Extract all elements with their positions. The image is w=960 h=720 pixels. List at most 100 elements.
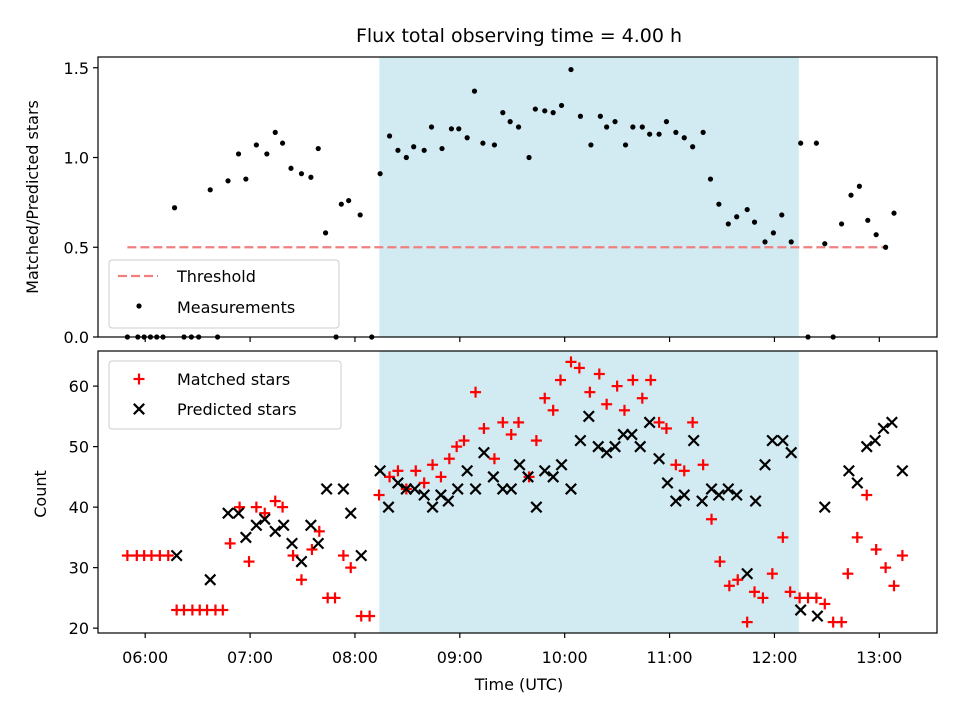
matched-star-point xyxy=(861,489,873,501)
predicted-star-point-b xyxy=(600,446,613,459)
measurement-point xyxy=(681,135,687,141)
bottom-y-ticks: 20 30 40 50 60 xyxy=(69,377,98,638)
matched-star-point xyxy=(678,465,690,477)
measurement-points xyxy=(124,66,897,340)
measurement-point xyxy=(848,192,854,198)
top-y-tick-label: 1.0 xyxy=(64,149,89,168)
predicted-star-point-b xyxy=(469,482,482,495)
predicted-star-point-b xyxy=(643,416,656,429)
predicted-star-point xyxy=(712,489,725,502)
predicted-star-point-b xyxy=(204,573,217,586)
measurement-point xyxy=(588,142,594,148)
matched-star-point xyxy=(584,386,596,398)
predicted-star-point xyxy=(204,573,217,586)
matched-star-point xyxy=(373,489,385,501)
measurement-point xyxy=(690,144,696,150)
predicted-star-point xyxy=(239,531,252,544)
predicted-star-point xyxy=(451,482,464,495)
x-tick-label: 07:00 xyxy=(227,648,273,667)
matched-star-point xyxy=(660,422,672,434)
measurement-point xyxy=(377,171,383,177)
measurement-point xyxy=(744,206,750,213)
matched-star-point xyxy=(723,580,735,592)
top-y-tick-label: 0.5 xyxy=(64,238,89,257)
predicted-star-point-b xyxy=(408,482,421,495)
x-tick-label: 12:00 xyxy=(751,648,797,667)
predicted-star-point xyxy=(461,464,474,477)
predicted-star-point xyxy=(232,507,245,520)
predicted-star-point-b xyxy=(391,476,404,489)
matched-star-point xyxy=(810,592,822,604)
predicted-star-point-b xyxy=(730,489,743,502)
measurement-point xyxy=(838,221,845,227)
predicted-star-point-b xyxy=(312,537,325,550)
predicted-star-point-b xyxy=(811,610,824,623)
bottom-legend-box xyxy=(108,360,342,430)
predicted-star-point-b xyxy=(530,501,543,514)
predicted-star-point xyxy=(851,476,864,489)
matched-star-point xyxy=(345,562,357,574)
measurement-point xyxy=(279,140,286,146)
predicted-star-point xyxy=(574,434,587,447)
predicted-star-point-b xyxy=(355,549,368,562)
predicted-star-point xyxy=(355,549,368,562)
matched-star-point xyxy=(593,368,605,380)
predicted-star-point xyxy=(487,470,500,483)
legend-measurements-label: Measurements xyxy=(177,298,295,317)
matched-star-point xyxy=(896,550,908,562)
predicted-star-point xyxy=(653,452,666,465)
predicted-star-point-b xyxy=(749,495,762,508)
bottom-y-tick-label: 50 xyxy=(69,438,89,457)
predicted-star-point xyxy=(600,446,613,459)
predicted-star-point xyxy=(522,470,534,483)
matched-star-point xyxy=(870,543,882,555)
top-axes-frame xyxy=(97,56,938,338)
predicted-star-point-b xyxy=(555,458,568,471)
matched-star-point xyxy=(697,459,709,471)
predicted-star-point-b xyxy=(232,507,245,520)
measurement-point xyxy=(558,102,565,109)
predicted-star-point-b xyxy=(634,440,647,453)
predicted-star-point xyxy=(477,446,490,459)
predicted-star-point-b xyxy=(574,434,587,447)
matched-star-point xyxy=(565,356,577,368)
matched-star-point xyxy=(443,453,455,465)
matched-star-point xyxy=(601,398,613,410)
matched-star-point xyxy=(451,441,463,453)
measurement-point xyxy=(891,210,897,216)
predicted-star-point xyxy=(794,604,807,616)
predicted-star-point xyxy=(426,501,439,514)
predicted-star-point-b xyxy=(678,489,691,502)
x-axis-label: Time (UTC) xyxy=(474,675,563,694)
matched-star-point xyxy=(757,592,769,604)
predicted-star-point xyxy=(304,519,317,532)
predicted-star-point xyxy=(505,482,518,495)
measurement-point xyxy=(207,187,213,193)
matched-star-point xyxy=(121,550,133,562)
matched-star-point xyxy=(384,471,396,483)
measurement-point xyxy=(235,151,242,157)
matched-star-point xyxy=(687,416,699,428)
measurement-point xyxy=(622,142,629,148)
measurement-point xyxy=(526,154,532,161)
measurement-point xyxy=(428,124,435,130)
predicted-star-point xyxy=(320,482,333,495)
measurement-point xyxy=(865,217,871,223)
measurement-point xyxy=(448,126,455,132)
predicted-star-point-b xyxy=(669,495,682,508)
predicted-star-point xyxy=(609,440,622,453)
predicted-star-point-b xyxy=(513,458,526,471)
predicted-star-point xyxy=(530,501,543,514)
matched-star-point xyxy=(410,465,422,477)
predicted-star-point-b xyxy=(776,434,789,447)
measurement-point xyxy=(264,151,270,157)
measurement-point xyxy=(171,205,178,211)
matched-star-point xyxy=(505,429,517,441)
measurement-point xyxy=(762,239,768,245)
matched-star-point xyxy=(714,556,726,568)
measurement-point xyxy=(656,131,662,137)
top-y-tick-label: 1.5 xyxy=(64,59,89,78)
predicted-star-point-b xyxy=(759,458,771,471)
predicted-star-point xyxy=(442,495,455,508)
predicted-star-point xyxy=(344,507,357,520)
